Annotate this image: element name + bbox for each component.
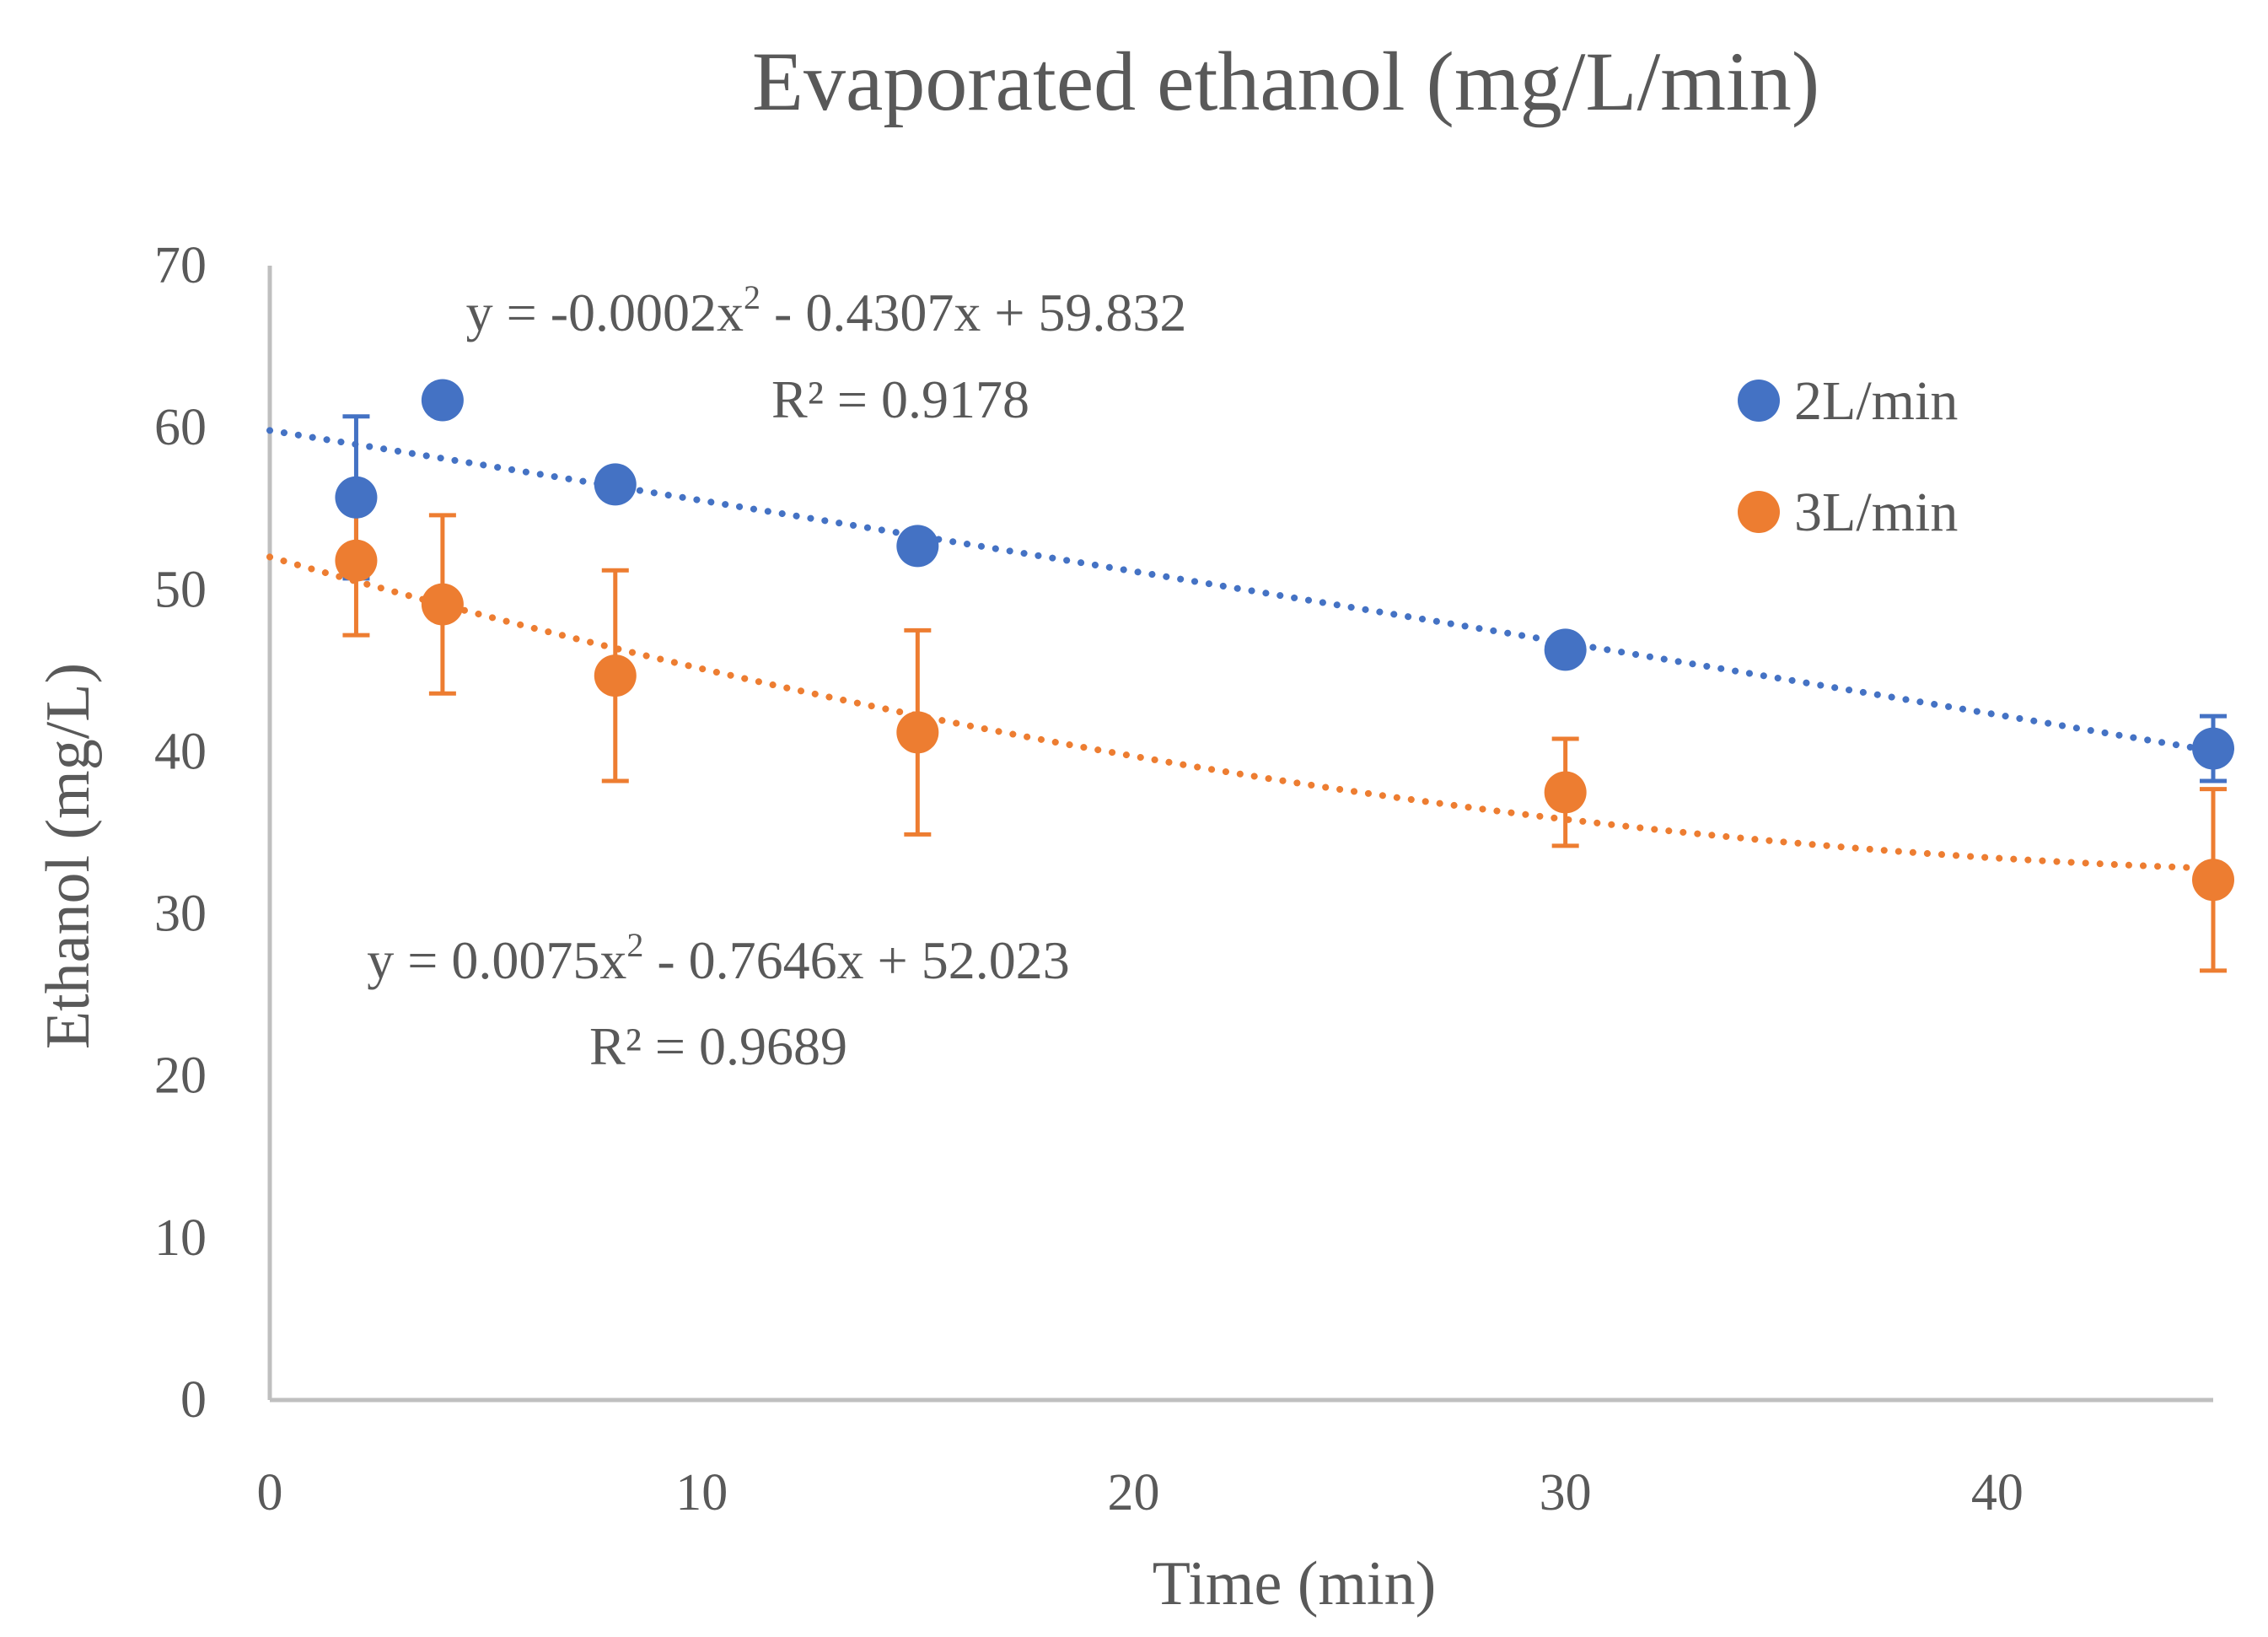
data-point-2l-min — [335, 476, 378, 519]
y-tick-label: 50 — [154, 561, 207, 618]
trendline-r2-2l: R² = 0.9178 — [771, 369, 1029, 429]
data-point-2l-min — [2192, 727, 2234, 770]
data-point-2l-min — [896, 525, 939, 568]
data-point-2l-min — [421, 379, 464, 422]
trendline-equation-2l: y = -0.0002x2 - 0.4307x + 59.832 — [466, 278, 1187, 342]
x-tick-label: 40 — [1971, 1464, 2023, 1521]
x-tick-label: 20 — [1107, 1464, 1159, 1521]
data-point-3l-min — [335, 539, 378, 582]
data-point-3l-min — [421, 583, 464, 626]
trendline-equation-3l: y = 0.0075x2 - 0.7646x + 52.023 — [367, 926, 1070, 990]
x-tick-label: 10 — [675, 1464, 728, 1521]
data-point-3l-min — [2192, 859, 2234, 902]
data-point-3l-min — [1544, 771, 1587, 814]
y-tick-label: 20 — [154, 1047, 207, 1105]
y-tick-label: 40 — [154, 723, 207, 780]
data-point-2l-min — [594, 463, 637, 506]
data-point-3l-min — [594, 654, 637, 697]
x-axis-title: Time (min) — [1153, 1549, 1436, 1618]
legend-label-3l: 3L/min — [1794, 482, 1958, 543]
x-tick-label: 30 — [1540, 1464, 1592, 1521]
y-axis-title: Ethanol (mg/L) — [34, 663, 103, 1049]
chart-title: Evaporated ethanol (mg/L/min) — [752, 35, 1819, 128]
data-point-2l-min — [1544, 628, 1587, 671]
data-point-3l-min — [896, 711, 939, 754]
y-tick-label: 30 — [154, 886, 207, 943]
y-tick-labels: 0 10 20 30 40 50 60 70 — [154, 237, 207, 1429]
trendline-3l-min — [266, 553, 2217, 872]
data-points — [335, 379, 2234, 902]
legend-label-2l: 2L/min — [1794, 370, 1958, 432]
legend-marker-3l — [1738, 491, 1780, 533]
x-tick-label: 0 — [257, 1464, 283, 1521]
x-tick-labels: 0 10 20 30 40 — [257, 1464, 2023, 1521]
trendline-r2-3l: R² = 0.9689 — [589, 1016, 847, 1076]
y-tick-label: 10 — [154, 1209, 207, 1267]
legend: 2L/min 3L/min — [1738, 370, 1958, 543]
y-tick-label: 60 — [154, 399, 207, 456]
trendlines — [266, 427, 2217, 872]
y-tick-label: 70 — [154, 237, 207, 294]
legend-marker-2l — [1738, 380, 1780, 422]
y-tick-label: 0 — [180, 1371, 207, 1429]
trendline-2l-min — [266, 427, 2217, 755]
